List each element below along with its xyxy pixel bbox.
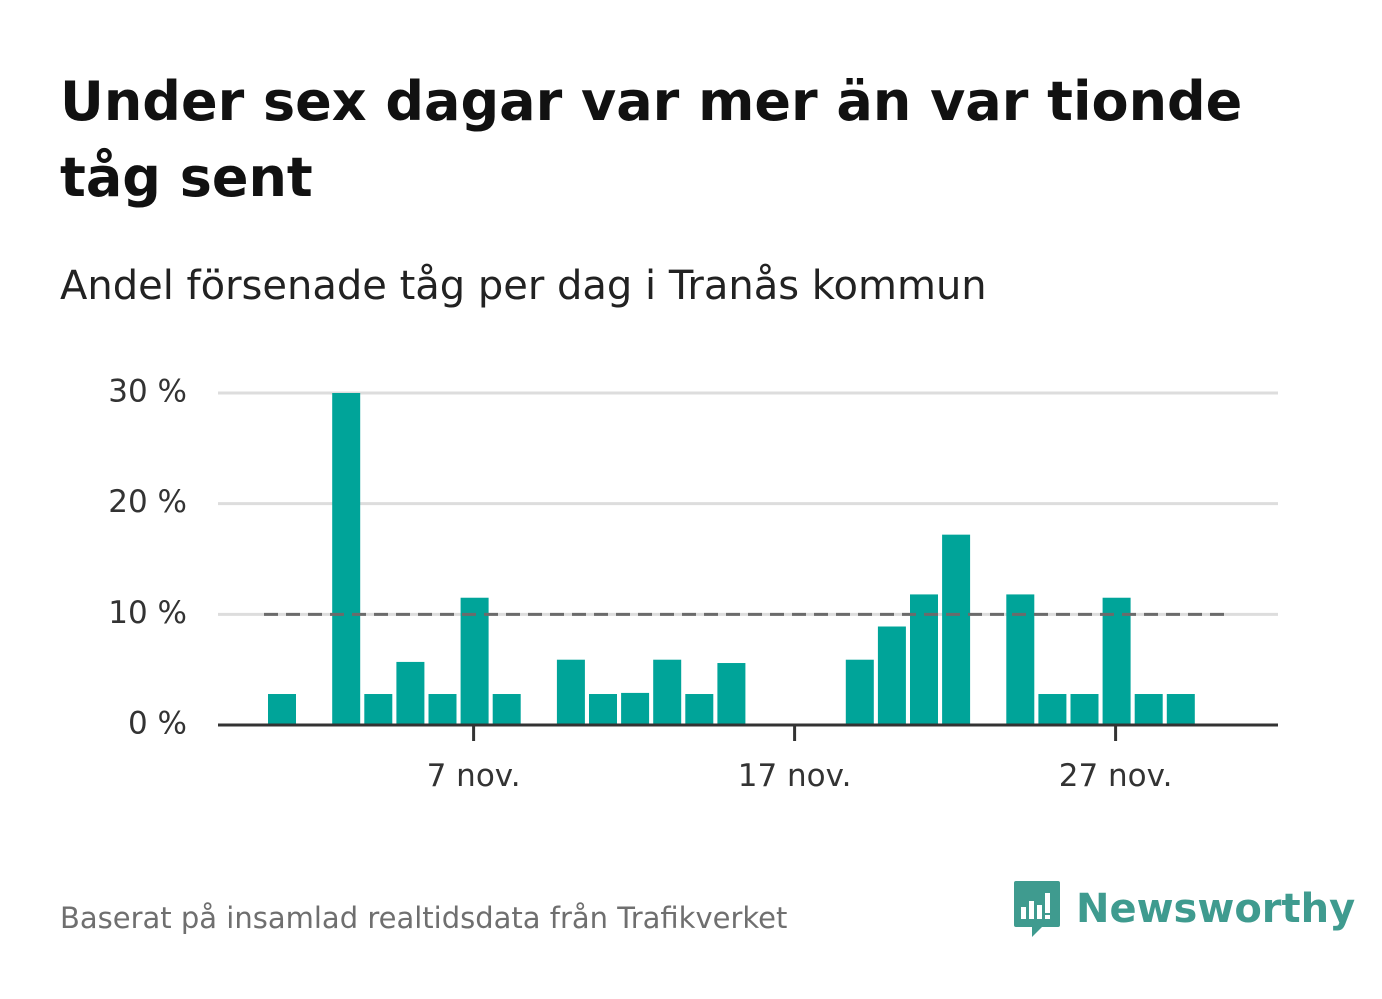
x-tick-label: 27 nov. xyxy=(1059,758,1173,794)
bar xyxy=(942,534,971,725)
chart-subtitle: Andel försenade tåg per dag i Tranås kom… xyxy=(60,263,987,309)
chart-title: Under sex dagar var mer än var tionde tå… xyxy=(60,70,1243,209)
bar-chart-speech-bubble-icon xyxy=(1014,881,1060,937)
bar xyxy=(1038,694,1067,725)
bar xyxy=(268,694,296,725)
bar xyxy=(428,694,457,725)
bar xyxy=(910,594,938,725)
y-tick-label: 20 % xyxy=(108,484,187,520)
x-tick-label: 7 nov. xyxy=(427,758,521,794)
y-tick-label: 10 % xyxy=(108,595,187,631)
y-tick-label: 0 % xyxy=(128,706,187,742)
grid-lines xyxy=(218,391,1278,616)
bar xyxy=(364,694,393,725)
x-tick-label: 17 nov. xyxy=(738,758,852,794)
bar xyxy=(877,626,906,725)
bar xyxy=(845,659,874,725)
tick-labels: 0 % 10 % 20 % 30 % 7 nov. 17 nov. 27 nov. xyxy=(108,374,1172,795)
bar xyxy=(621,692,650,725)
brand-name: Newsworthy xyxy=(1076,886,1356,932)
bar xyxy=(396,661,425,725)
bar xyxy=(332,393,361,725)
source-note: Baserat på insamlad realtidsdata från Tr… xyxy=(60,901,788,935)
bars xyxy=(268,393,1195,725)
bar xyxy=(1070,694,1099,725)
bar xyxy=(492,694,521,725)
bar xyxy=(556,659,585,725)
brand-logo: Newsworthy xyxy=(1012,878,1355,940)
bar xyxy=(717,663,746,725)
bar xyxy=(653,659,682,725)
bar xyxy=(1134,694,1163,725)
bar xyxy=(1006,594,1035,725)
bar xyxy=(685,694,714,725)
bar xyxy=(1102,597,1131,725)
bar xyxy=(589,694,617,725)
bar xyxy=(460,597,489,725)
y-tick-label: 30 % xyxy=(108,374,187,410)
axes xyxy=(218,723,1278,741)
bar xyxy=(1166,694,1195,725)
